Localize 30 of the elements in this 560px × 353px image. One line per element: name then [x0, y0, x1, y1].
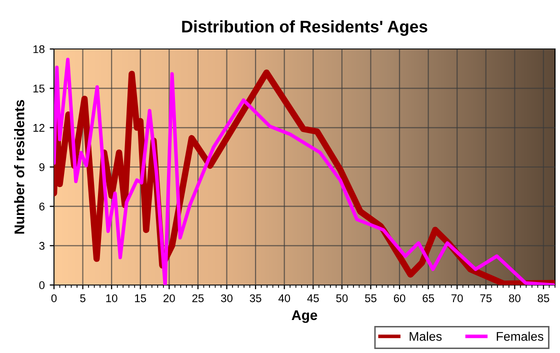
y-tick-label: 9: [39, 163, 44, 172]
y-tick-label: 3: [39, 242, 44, 250]
y-tick-label: 6: [39, 202, 44, 210]
x-tick-label: 50: [336, 294, 348, 302]
x-tick-label: 55: [364, 294, 376, 302]
x-tick-label: 10: [106, 294, 118, 302]
x-tick-label: 65: [422, 294, 434, 302]
chart-title: Distribution of Residents' Ages: [182, 20, 428, 36]
y-axis-title: Number of residents: [14, 100, 24, 234]
x-tick-label: 0: [51, 294, 57, 302]
x-tick-label: 35: [250, 294, 262, 302]
x-tick-label: 5: [80, 294, 86, 302]
x-tick-label: 80: [508, 294, 520, 302]
x-tick-label: 60: [394, 294, 406, 302]
y-tick-label: 0: [39, 281, 45, 290]
x-tick-label: 70: [451, 294, 463, 302]
x-tick-label: 75: [480, 294, 492, 302]
legend-label: Females: [496, 332, 544, 341]
x-axis-title: Age: [292, 310, 318, 323]
x-tick-label: 15: [135, 294, 146, 302]
x-tick-label: 40: [278, 294, 290, 302]
x-tick-label: 30: [221, 294, 233, 302]
y-tick-label: 18: [33, 45, 44, 54]
y-tick-label: 12: [33, 124, 44, 132]
y-tick-label: 15: [33, 84, 45, 92]
x-tick-label: 25: [192, 294, 204, 302]
legend-label: Males: [410, 332, 442, 341]
x-tick-label: 45: [307, 294, 319, 302]
x-tick-label: 20: [164, 294, 175, 302]
x-tick-label: 85: [538, 294, 550, 302]
